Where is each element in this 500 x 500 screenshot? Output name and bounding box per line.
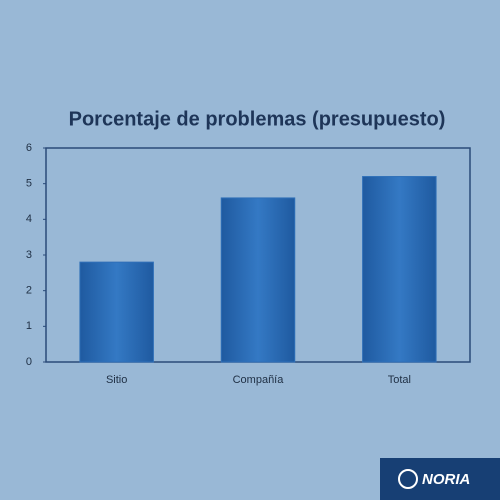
- x-tick-label: Compañía: [233, 374, 285, 386]
- y-tick-label: 6: [26, 142, 32, 154]
- y-tick-label: 0: [26, 356, 32, 368]
- y-tick-label: 1: [26, 320, 32, 332]
- x-tick-label: Total: [388, 374, 411, 386]
- logo-icon: [398, 469, 418, 489]
- y-tick-label: 2: [26, 285, 32, 297]
- bar: [220, 197, 296, 363]
- logo-text: NORIA: [422, 471, 470, 488]
- bar: [79, 261, 154, 363]
- chart-title: Porcentaje de problemas (presupuesto): [69, 108, 446, 130]
- y-tick-label: 4: [26, 213, 32, 225]
- y-tick-label: 5: [26, 178, 32, 190]
- x-tick-label: Sitio: [106, 374, 127, 386]
- y-tick-label: 3: [26, 249, 32, 261]
- bar: [362, 176, 437, 363]
